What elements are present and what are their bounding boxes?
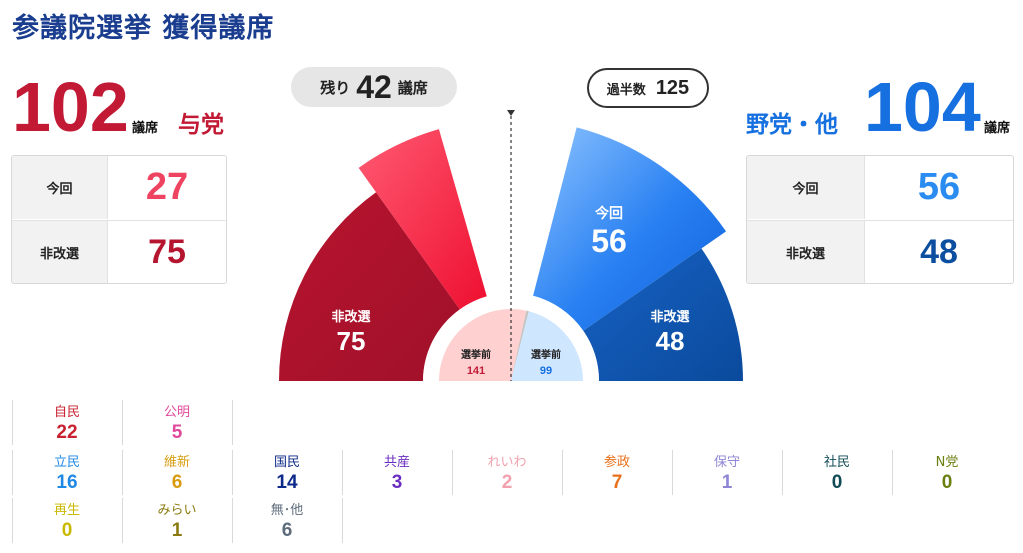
party-seats: 0 bbox=[61, 520, 73, 541]
ruling-current-value: 27 bbox=[145, 166, 189, 208]
party-name: N党 bbox=[935, 455, 959, 470]
opposition-total: 104 bbox=[864, 68, 981, 146]
ruling-holdover-row: 非改選 75 bbox=[12, 220, 226, 283]
opposition-box: 今回 56 非改選 48 bbox=[746, 155, 1014, 284]
party-cell-11: 再生 0 bbox=[12, 498, 121, 543]
before-ruling-sector bbox=[439, 309, 527, 381]
ruling-total: 102 bbox=[12, 68, 129, 146]
party-seats: 16 bbox=[56, 472, 78, 493]
party-name: みらい bbox=[157, 503, 197, 518]
party-cell-9: 社民 0 bbox=[782, 450, 891, 495]
party-name: 社民 bbox=[823, 455, 850, 470]
opp-holdover-chart-value: 48 bbox=[656, 326, 685, 356]
party-seats: 5 bbox=[171, 422, 183, 443]
opposition-unit: 議席 bbox=[984, 121, 1011, 136]
party-cell-0: 自民 22 bbox=[12, 400, 121, 445]
party-name: れいわ bbox=[487, 455, 527, 470]
ruling-label: 与党 bbox=[178, 112, 224, 138]
opp-current-chart-name: 今回 bbox=[594, 205, 623, 222]
opposition-current-row: 今回 56 bbox=[747, 156, 1013, 219]
opp-current-chart-value: 56 bbox=[591, 223, 627, 259]
party-name: 立民 bbox=[53, 455, 80, 470]
majority-label: 過半数 bbox=[606, 82, 646, 98]
ruling-holdover-wedge bbox=[279, 192, 460, 381]
before-ruling-label: 選挙前 bbox=[461, 348, 491, 361]
remaining-suffix: 議席 bbox=[397, 78, 428, 97]
ruling-holdover-chart-value: 75 bbox=[337, 326, 366, 356]
opp-holdover-chart-name: 非改選 bbox=[650, 309, 689, 325]
ruling-holdover-chart-name: 非改選 bbox=[331, 309, 370, 325]
ruling-holdover-label: 非改選 bbox=[12, 221, 108, 283]
ruling-current-row: 今回 27 bbox=[12, 156, 226, 219]
ruling-holdover-value: 75 bbox=[148, 233, 186, 271]
party-seats: 0 bbox=[941, 472, 953, 493]
party-name: 無･他 bbox=[270, 503, 304, 518]
party-cell-7: 参政 7 bbox=[562, 450, 671, 495]
party-seats: 6 bbox=[281, 520, 293, 541]
remaining-prefix: 残り bbox=[320, 78, 351, 97]
remaining-pill: 残り 42 議席 bbox=[291, 67, 457, 107]
party-cell-6: れいわ 2 bbox=[452, 450, 561, 495]
party-name: 再生 bbox=[53, 503, 80, 518]
party-seats: 14 bbox=[276, 472, 298, 493]
remaining-value: 42 bbox=[356, 68, 392, 105]
before-opposition-value: 99 bbox=[540, 365, 552, 377]
opposition-holdover-value: 48 bbox=[920, 233, 958, 271]
majority-pill: 過半数 125 bbox=[587, 68, 709, 108]
party-seats: 0 bbox=[831, 472, 843, 493]
party-cell-1: 公明 5 bbox=[122, 400, 231, 445]
party-name: 維新 bbox=[163, 455, 190, 470]
party-name: 参政 bbox=[603, 455, 630, 470]
party-cell-12: みらい 1 bbox=[122, 498, 231, 543]
majority-value: 125 bbox=[655, 76, 690, 99]
opposition-holdover-wedge bbox=[583, 248, 743, 381]
party-cell-8: 保守 1 bbox=[672, 450, 781, 495]
before-opposition-label: 選挙前 bbox=[531, 348, 561, 361]
opposition-current-value: 56 bbox=[917, 166, 961, 208]
majority-marker-icon bbox=[507, 110, 515, 116]
party-name: 自民 bbox=[53, 405, 80, 420]
party-seats: 3 bbox=[391, 472, 403, 493]
party-seats: 1 bbox=[171, 520, 183, 541]
party-name: 共産 bbox=[383, 455, 410, 470]
opposition-label: 野党・他 bbox=[746, 112, 838, 138]
opposition-current-label: 今回 bbox=[747, 156, 865, 219]
party-cell-13: 無･他 6 bbox=[232, 498, 341, 543]
ruling-unit: 議席 bbox=[132, 121, 159, 136]
opposition-current-wedge bbox=[533, 127, 727, 331]
ruling-current-label: 今回 bbox=[12, 156, 108, 219]
opposition-holdover-row: 非改選 48 bbox=[747, 220, 1013, 283]
grid-divider bbox=[342, 498, 343, 543]
party-name: 公明 bbox=[163, 405, 190, 420]
party-cell-5: 共産 3 bbox=[342, 450, 451, 495]
party-seats: 6 bbox=[171, 472, 183, 493]
party-cell-2: 立民 16 bbox=[12, 450, 121, 495]
inner-ring bbox=[423, 292, 599, 381]
party-seats: 7 bbox=[611, 472, 623, 493]
opposition-holdover-label: 非改選 bbox=[747, 221, 865, 283]
before-gap-sector bbox=[511, 310, 529, 381]
party-cell-3: 維新 6 bbox=[122, 450, 231, 495]
before-ruling-value: 141 bbox=[467, 365, 485, 377]
party-seats: 2 bbox=[501, 472, 513, 493]
party-name: 国民 bbox=[273, 455, 300, 470]
party-name: 保守 bbox=[713, 455, 740, 470]
ruling-current-wedge bbox=[358, 129, 487, 310]
party-seats: 1 bbox=[721, 472, 733, 493]
grid-divider bbox=[232, 400, 233, 445]
party-seats: 22 bbox=[56, 422, 78, 443]
party-cell-10: N党 0 bbox=[892, 450, 1001, 495]
page-title: 参議院選挙 獲得議席 bbox=[12, 13, 275, 44]
party-cell-4: 国民 14 bbox=[232, 450, 341, 495]
ruling-box: 今回 27 非改選 75 bbox=[11, 155, 227, 284]
before-opposition-sector bbox=[511, 311, 583, 381]
